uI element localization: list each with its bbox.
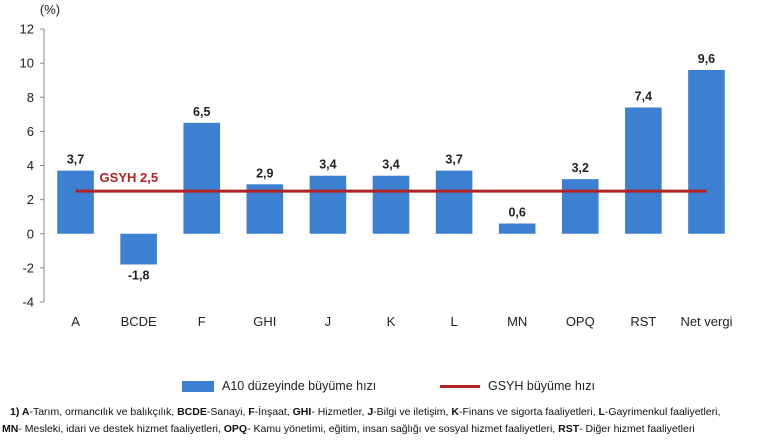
- bar: [372, 175, 410, 234]
- footnote-text: - Hizmetler,: [311, 406, 368, 418]
- footnote-text: -Sanayi,: [206, 406, 249, 418]
- x-tick-label: Net vergi: [680, 314, 732, 329]
- bar: [309, 175, 347, 234]
- x-tick-label: F: [198, 314, 206, 329]
- footnote-code: J: [367, 406, 374, 418]
- y-tick-label: -4: [22, 295, 34, 310]
- y-unit-label: (%): [40, 2, 60, 17]
- footnote-text: -Bilgi ve iletişim,: [373, 406, 452, 418]
- footnote-code: BCDE: [177, 406, 207, 418]
- footnote-text: - Diğer hizmet faaliyetleri: [579, 423, 695, 435]
- footnote-code: OPQ: [223, 423, 248, 435]
- bar: [57, 170, 94, 234]
- bar: [435, 170, 473, 234]
- x-tick-label: A: [71, 314, 80, 329]
- data-label: 2,9: [256, 166, 273, 180]
- x-tick-label: RST: [630, 314, 656, 329]
- data-label: 3,4: [382, 158, 399, 172]
- data-label: 3,4: [319, 158, 336, 172]
- bar: [120, 233, 157, 265]
- data-label: 9,6: [698, 52, 715, 66]
- footnote-code: L: [598, 406, 605, 418]
- data-label: 3,7: [445, 153, 462, 167]
- data-label: 3,2: [572, 161, 589, 175]
- footnote-text: - Kamu yönetimi, eğitim, insan sağlığı v…: [247, 423, 559, 435]
- legend-line-label: GSYH büyüme hızı: [488, 379, 595, 393]
- footnote-text: -Gayrimenkul faaliyetleri,: [604, 406, 721, 418]
- bar-layer: [57, 69, 725, 265]
- footnote-code: MN: [2, 423, 19, 435]
- footnote-code: GHI: [292, 406, 312, 418]
- bar: [688, 69, 725, 234]
- footnote-text: - Mesleki, idari ve destek hizmet faaliy…: [18, 423, 224, 435]
- footnote-code: K: [451, 406, 459, 418]
- x-tick-label: GHI: [253, 314, 276, 329]
- y-tick-label: 4: [27, 158, 34, 173]
- data-label: 7,4: [635, 89, 652, 103]
- bar: [561, 179, 599, 234]
- axis-layer: -4 -2 0 2 4 6 8 10 12 (%): [20, 2, 61, 310]
- legend-line-swatch: [440, 384, 480, 388]
- legend-item-line: GSYH büyüme hızı: [440, 379, 595, 393]
- footnote-code: 1) A: [10, 406, 30, 418]
- bar: [625, 107, 662, 234]
- data-label: 3,7: [67, 153, 84, 167]
- footnote-line-1: 1) A-Tarım, ormancılık ve balıkçılık, BC…: [10, 404, 775, 421]
- footnote-code: F: [248, 406, 255, 418]
- y-tick-label: 12: [20, 22, 34, 37]
- x-tick-label: L: [450, 314, 457, 329]
- y-tick-label: -2: [22, 260, 34, 275]
- x-tick-label: J: [325, 314, 332, 329]
- data-label: 0,6: [508, 206, 525, 220]
- y-tick-label: 2: [27, 192, 34, 207]
- x-tick-label: BCDE: [121, 314, 157, 329]
- legend-bar-label: A10 düzeyinde büyüme hızı: [222, 379, 377, 393]
- legend-item-bars: A10 düzeyinde büyüme hızı: [182, 379, 376, 393]
- x-tick-label: K: [387, 314, 396, 329]
- y-tick-label: 6: [27, 124, 34, 139]
- data-label: -1,8: [128, 268, 150, 282]
- label-layer: 3,7 A -1,8 BCDE 6,5 F 2,9 GHI 3,4 J 3,4 K 3,7 L 0,6 MN 3…: [67, 52, 733, 329]
- gsyh-reference-label: GSYH 2,5: [100, 170, 159, 185]
- legend-bar-swatch: [182, 380, 214, 392]
- bar: [498, 223, 536, 234]
- y-tick-label: 8: [27, 90, 34, 105]
- footnote-code: RST: [558, 423, 580, 435]
- data-label: 6,5: [193, 105, 210, 119]
- x-tick-label: MN: [507, 314, 527, 329]
- footnote-text: -İnşaat,: [254, 406, 293, 418]
- footnote-text: -Finans ve sigorta faaliyetleri,: [458, 406, 599, 418]
- x-tick-label: OPQ: [566, 314, 595, 329]
- y-tick-label: 0: [27, 226, 34, 241]
- footnote: 1) A-Tarım, ormancılık ve balıkçılık, BC…: [2, 404, 775, 438]
- footnote-text: -Tarım, ormancılık ve balıkçılık,: [29, 406, 178, 418]
- bar: [183, 122, 221, 234]
- y-tick-label: 10: [20, 56, 34, 71]
- legend: A10 düzeyinde büyüme hızı GSYH büyüme hı…: [0, 379, 780, 399]
- footnote-line-2: MN- Mesleki, idari ve destek hizmet faal…: [2, 421, 775, 438]
